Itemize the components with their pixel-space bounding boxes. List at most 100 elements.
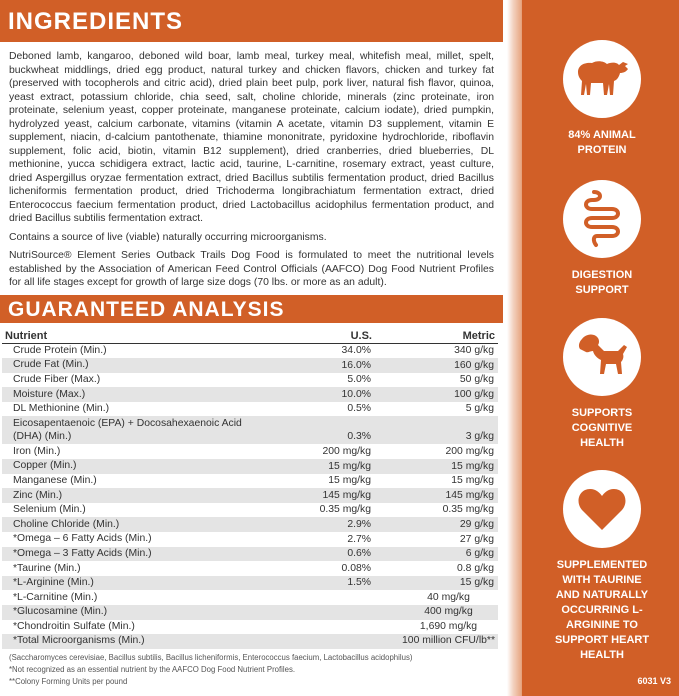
- table-row: *L-Arginine (Min.) 1.5% 15 g/kg: [2, 575, 498, 591]
- table-row: *Total Microorganisms (Min.) 100 million …: [2, 634, 498, 649]
- metric-value: 3 g/kg: [375, 416, 498, 445]
- nutrient-name: *Glucosamine (Min.): [2, 605, 253, 620]
- us-value: 5.0%: [347, 374, 371, 386]
- us-value: 0.6%: [252, 546, 375, 562]
- aafco-statement: NutriSource® Element Series Outback Trai…: [9, 250, 494, 288]
- table-row: *Glucosamine (Min.) 400 mg/kg: [2, 605, 498, 620]
- metric-value: 50 g/kg: [459, 374, 494, 386]
- us-value: 0.35 mg/kg: [319, 504, 371, 516]
- metric-value: 145 mg/kg: [375, 488, 498, 503]
- us-value: 16.0%: [252, 358, 375, 373]
- metric-value: 15 g/kg: [375, 575, 498, 591]
- us-value: 0.5%: [347, 403, 371, 415]
- analysis-table: Nutrient U.S. Metric Crude Protein (Min.…: [2, 328, 498, 649]
- feature-label: DIGESTION SUPPORT: [571, 269, 633, 296]
- us-value: 34.0%: [341, 345, 371, 357]
- table-row: DL Methionine (Min.) 0.5% 5 g/kg: [2, 402, 498, 417]
- analysis-heading: GUARANTEED ANALYSIS: [0, 294, 503, 323]
- metric-value: 0.8 g/kg: [457, 562, 494, 574]
- feature-label: SUPPORTS COGNITIVE HEALTH: [571, 407, 633, 449]
- metric-value: 15 mg/kg: [451, 475, 494, 487]
- nutrient-name: Eicosapentaenoic (EPA) + Docosahexaenoic…: [2, 416, 253, 445]
- us-value: 15 mg/kg: [328, 475, 371, 487]
- metric-value: 27 g/kg: [459, 533, 494, 545]
- heart-icon: [563, 470, 641, 548]
- nutrient-name: Manganese (Min.): [13, 474, 97, 486]
- nutrient-name: *L-Arginine (Min.): [2, 575, 253, 591]
- nutrient-name: *Omega – 6 Fatty Acids (Min.): [13, 533, 152, 545]
- ingredients-section: Deboned lamb, kangaroo, deboned wild boa…: [0, 42, 503, 290]
- nutrient-name: Selenium (Min.): [13, 504, 86, 516]
- label-content: INGREDIENTS Deboned lamb, kangaroo, debo…: [0, 0, 503, 688]
- combined-value: 400 mg/kg: [252, 605, 498, 620]
- lamb-icon: [563, 40, 641, 118]
- us-value: 10.0%: [252, 387, 375, 402]
- metric-value: 29 g/kg: [375, 517, 498, 533]
- us-value: 0.3%: [252, 416, 375, 445]
- table-row: Zinc (Min.) 145 mg/kg 145 mg/kg: [2, 488, 498, 503]
- table-row: *Omega – 3 Fatty Acids (Min.) 0.6% 6 g/kg: [2, 546, 498, 562]
- table-row: Choline Chloride (Min.) 2.9% 29 g/kg: [2, 517, 498, 533]
- footnote: (Saccharomyces cerevisiae, Bacillus subt…: [9, 652, 413, 662]
- table-row: Crude Fat (Min.) 16.0% 160 g/kg: [2, 358, 498, 373]
- metric-value: 340 g/kg: [454, 345, 494, 357]
- table-row: Selenium (Min.) 0.35 mg/kg 0.35 mg/kg: [2, 503, 498, 518]
- puppy-icon: [563, 318, 641, 396]
- nutrient-name: *Taurine (Min.): [13, 562, 81, 574]
- us-value: 145 mg/kg: [252, 488, 375, 503]
- table-row: *Omega – 6 Fatty Acids (Min.) 2.7% 27 g/kg: [2, 532, 498, 547]
- nutrient-name: Crude Protein (Min.): [13, 344, 107, 356]
- col-metric: Metric: [375, 328, 498, 344]
- nutrient-name: Moisture (Max.): [2, 387, 253, 402]
- metric-value: 5 g/kg: [465, 403, 494, 415]
- us-value: 0.08%: [341, 562, 371, 574]
- nutrient-name: Crude Fat (Min.): [2, 358, 253, 373]
- feature-label: 84% ANIMAL PROTEIN: [568, 129, 636, 156]
- table-row: *Chondroitin Sulfate (Min.) 1,690 mg/kg: [2, 620, 498, 635]
- us-value: 1.5%: [252, 575, 375, 591]
- table-row: *L-Carnitine (Min.) 40 mg/kg: [2, 590, 498, 605]
- nutrient-name: *L-Carnitine (Min.): [13, 591, 98, 603]
- nutrient-name: Iron (Min.): [13, 445, 61, 457]
- col-nutrient: Nutrient: [2, 328, 253, 344]
- feature-heart-health: SUPPLEMENTED WITH TAURINE AND NATURALLY …: [522, 470, 679, 663]
- metric-value: 15 mg/kg: [375, 459, 498, 474]
- combined-value: 100 million CFU/lb**: [252, 634, 498, 649]
- us-value: 2.7%: [347, 533, 371, 545]
- table-row: Iron (Min.) 200 mg/kg 200 mg/kg: [2, 444, 498, 459]
- nutrient-name: *Chondroitin Sulfate (Min.): [13, 620, 135, 632]
- nutrient-name: DL Methionine (Min.): [13, 403, 110, 415]
- intestine-icon: [563, 180, 641, 258]
- table-row: Eicosapentaenoic (EPA) + Docosahexaenoic…: [2, 416, 498, 445]
- us-value: 2.9%: [252, 517, 375, 533]
- microorganisms-note: Contains a source of live (viable) natur…: [9, 231, 327, 243]
- us-value: 200 mg/kg: [322, 446, 371, 458]
- metric-value: 160 g/kg: [375, 358, 498, 373]
- footnote: **Colony Forming Units per pound: [9, 676, 128, 686]
- feature-animal-protein: 84% ANIMAL PROTEIN: [522, 40, 679, 158]
- table-row: Crude Protein (Min.) 34.0% 340 g/kg: [2, 343, 498, 358]
- ingredients-list: Deboned lamb, kangaroo, deboned wild boa…: [9, 51, 494, 224]
- footnote: *Not recognized as an essential nutrient…: [9, 664, 296, 674]
- footnotes: (Saccharomyces cerevisiae, Bacillus subt…: [0, 649, 503, 688]
- table-row: Copper (Min.) 15 mg/kg 15 mg/kg: [2, 459, 498, 474]
- ingredients-heading: INGREDIENTS: [0, 0, 503, 42]
- nutrient-name: Zinc (Min.): [2, 488, 253, 503]
- feature-label: SUPPLEMENTED WITH TAURINE AND NATURALLY …: [554, 559, 650, 661]
- metric-value: 200 mg/kg: [445, 446, 494, 458]
- nutrient-name: Choline Chloride (Min.): [2, 517, 253, 533]
- feature-digestion: DIGESTION SUPPORT: [522, 180, 679, 298]
- table-row: *Taurine (Min.) 0.08% 0.8 g/kg: [2, 561, 498, 576]
- nutrient-name: *Total Microorganisms (Min.): [2, 634, 253, 649]
- nutrient-name: Crude Fiber (Max.): [13, 373, 101, 385]
- combined-value: 1,690 mg/kg: [419, 620, 478, 632]
- metric-value: 100 g/kg: [375, 387, 498, 402]
- table-row: Crude Fiber (Max.) 5.0% 50 g/kg: [2, 373, 498, 388]
- col-us: U.S.: [252, 328, 375, 344]
- feature-cognitive: SUPPORTS COGNITIVE HEALTH: [522, 318, 679, 451]
- nutrient-name: *Omega – 3 Fatty Acids (Min.): [2, 546, 253, 562]
- nutrient-name: Copper (Min.): [2, 459, 253, 474]
- table-row: Moisture (Max.) 10.0% 100 g/kg: [2, 387, 498, 402]
- combined-value: 40 mg/kg: [427, 591, 470, 603]
